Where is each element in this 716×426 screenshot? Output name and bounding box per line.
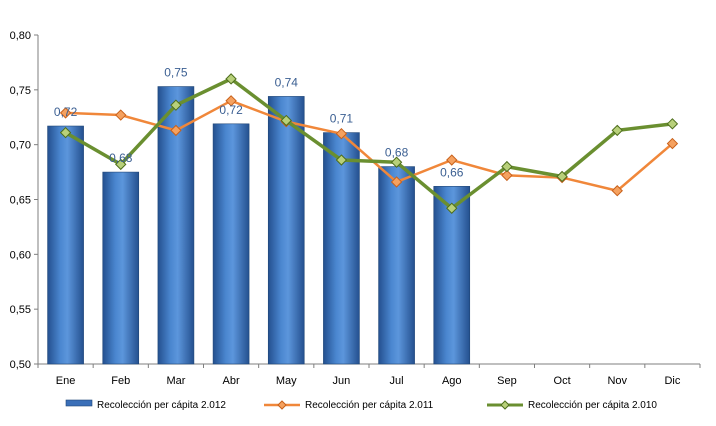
x-tick-label: May	[276, 375, 297, 387]
legend-marker	[277, 400, 287, 410]
y-tick-label: 0,55	[10, 304, 31, 316]
legend: Recolección per cápita 2.012 Recolección …	[65, 399, 657, 411]
legend-label: Recolección per cápita 2.011	[305, 400, 434, 411]
y-tick-label: 0,50	[10, 359, 31, 371]
point-marker	[611, 124, 623, 137]
point-marker	[501, 169, 513, 182]
bar	[378, 166, 415, 365]
bar	[323, 132, 360, 365]
point-marker	[446, 154, 458, 166]
data-label: 0,68	[385, 146, 409, 160]
bar-series-2012	[47, 86, 471, 365]
bar	[433, 186, 471, 365]
x-tick-label: Ene	[56, 375, 76, 387]
point-marker	[446, 202, 458, 214]
point-marker	[170, 124, 182, 137]
data-label: 0,72	[219, 103, 243, 117]
point-marker	[666, 118, 679, 130]
bar	[267, 96, 305, 365]
point-marker	[225, 95, 237, 107]
bar	[212, 123, 250, 365]
point-marker	[666, 137, 679, 150]
line-series	[59, 73, 679, 214]
point-marker	[335, 127, 348, 140]
point-marker	[390, 176, 403, 188]
point-marker	[335, 154, 348, 166]
point-marker	[115, 109, 127, 121]
point-marker	[280, 114, 292, 127]
bar	[47, 125, 84, 365]
point-marker	[556, 170, 568, 183]
x-tick-label: Nov	[607, 375, 627, 387]
legend-marker	[500, 400, 510, 410]
x-tick-label: Ago	[442, 375, 462, 387]
point-marker	[611, 185, 623, 197]
x-tick-label: Jul	[390, 375, 404, 387]
legend-swatch-bar	[65, 399, 93, 407]
bar	[102, 171, 140, 365]
data-label: 0,72	[54, 105, 78, 119]
y-tick-label: 0,75	[10, 85, 31, 97]
point-marker	[170, 99, 182, 111]
x-tick-label: Feb	[111, 375, 130, 387]
data-label: 0,66	[440, 165, 464, 179]
legend-label: Recolección per cápita 2.010	[528, 400, 657, 411]
x-tick-label: Oct	[554, 375, 571, 387]
data-label: 0,74	[275, 75, 299, 89]
point-marker	[115, 158, 127, 171]
x-tick-label: Abr	[223, 375, 240, 387]
series-line	[64, 77, 673, 211]
point-marker	[501, 160, 513, 173]
x-tick-label: Mar	[166, 375, 185, 387]
x-tick-label: Dic	[664, 375, 680, 387]
series-line	[65, 99, 674, 192]
point-marker	[59, 107, 72, 119]
point-marker	[390, 156, 403, 168]
axes: 0,50 0,55 0,60 0,65 0,70 0,75 0,80 Ene Feb Mar Abr…	[10, 30, 701, 387]
legend-label: Recolección per cápita 2.012	[97, 400, 226, 411]
y-tick-label: 0,60	[10, 249, 31, 261]
data-label: 0,75	[164, 66, 188, 80]
y-tick-label: 0,80	[10, 30, 31, 42]
data-label: 0,68	[109, 151, 133, 165]
point-marker	[225, 73, 237, 85]
y-tick-label: 0,70	[10, 140, 31, 152]
data-label: 0,71	[330, 112, 354, 126]
x-tick-label: Jun	[333, 375, 351, 387]
x-tick-label: Sep	[497, 375, 517, 387]
data-labels: 0,72 0,68 0,75 0,72 0,74 0,71 0,68 0,66	[54, 66, 464, 180]
point-marker	[59, 126, 72, 139]
y-tick-label: 0,65	[10, 195, 31, 207]
